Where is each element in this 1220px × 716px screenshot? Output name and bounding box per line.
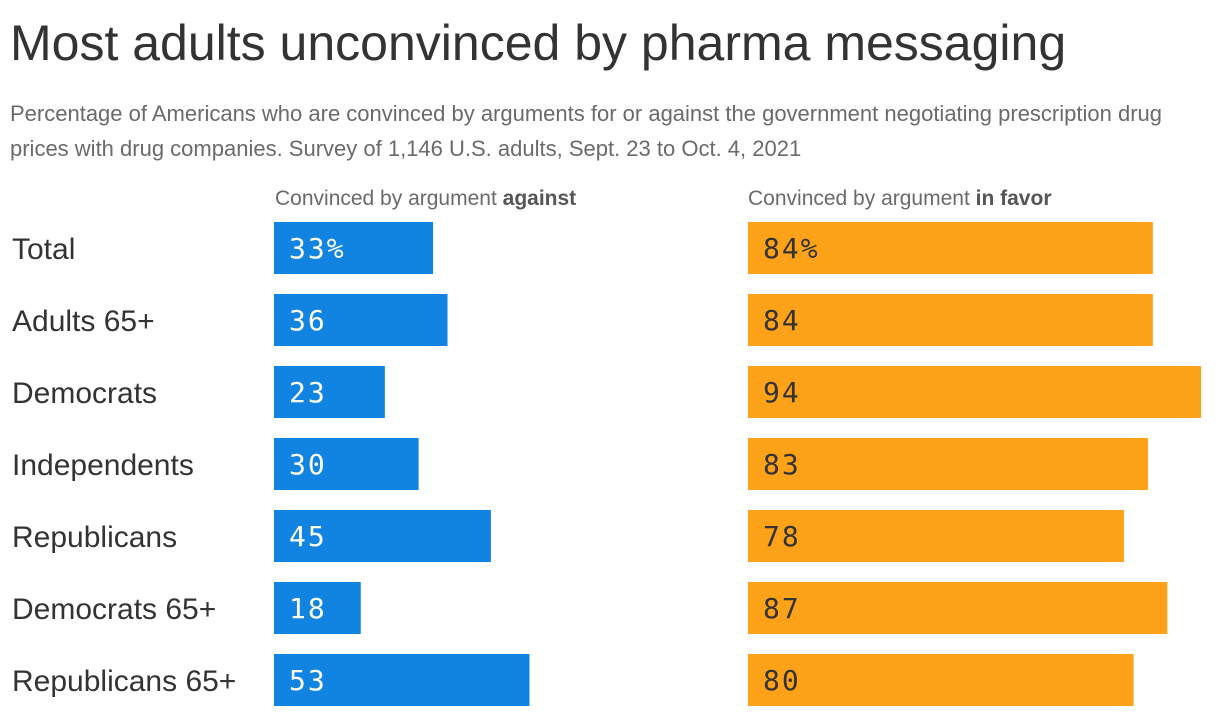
value-label-against-republicans-65-plus: 53: [289, 664, 327, 697]
value-label-against-independents: 30: [289, 448, 327, 481]
value-label-favor-independents: 83: [763, 448, 801, 481]
bar-against-adults-65-plus: [274, 294, 448, 346]
bar-favor-adults-65-plus: [748, 294, 1153, 346]
value-label-against-democrats: 23: [289, 376, 327, 409]
chart-subtitle: Percentage of Americans who are convince…: [10, 101, 1162, 161]
value-label-favor-total: 84%: [763, 232, 820, 265]
row-label-total: Total: [12, 233, 75, 266]
value-label-favor-republicans: 78: [763, 520, 801, 553]
bar-against-democrats-65-plus: [274, 582, 361, 634]
bar-against-democrats: [274, 366, 385, 418]
bar-favor-democrats-65-plus: [748, 582, 1168, 634]
value-label-favor-democrats: 94: [763, 376, 801, 409]
value-label-favor-adults-65-plus: 84: [763, 304, 801, 337]
value-label-against-adults-65-plus: 36: [289, 304, 327, 337]
value-label-against-republicans: 45: [289, 520, 327, 553]
row-label-adults-65-plus: Adults 65+: [12, 305, 155, 338]
bar-favor-democrats: [748, 366, 1202, 418]
chart-title: Most adults unconvinced by pharma messag…: [10, 15, 1067, 71]
bar-favor-independents: [748, 438, 1149, 490]
row-label-democrats-65-plus: Democrats 65+: [12, 593, 216, 626]
bar-against-republicans: [274, 510, 491, 562]
bar-against-total: [274, 222, 434, 274]
bar-favor-republicans: [748, 510, 1124, 562]
column-header-against: Convinced by argument against: [275, 185, 576, 213]
column-header-favor-bold: in favor: [975, 187, 1052, 210]
value-label-favor-republicans-65-plus: 80: [763, 664, 801, 697]
value-label-against-total: 33%: [289, 232, 346, 265]
row-label-republicans: Republicans: [12, 521, 177, 554]
value-label-against-democrats-65-plus: 18: [289, 592, 327, 625]
row-label-republicans-65-plus: Republicans 65+: [12, 665, 236, 698]
value-label-favor-democrats-65-plus: 87: [763, 592, 801, 625]
row-label-independents: Independents: [12, 449, 194, 482]
bar-favor-republicans-65-plus: [748, 654, 1134, 706]
bar-against-republicans-65-plus: [274, 654, 530, 706]
column-header-favor-prefix: Convinced by argument: [748, 187, 976, 210]
bar-against-independents: [274, 438, 419, 490]
column-header-against-prefix: Convinced by argument: [275, 187, 503, 210]
bar-favor-total: [748, 222, 1153, 274]
column-header-against-bold: against: [502, 187, 577, 210]
row-label-democrats: Democrats: [12, 377, 157, 410]
column-header-favor: Convinced by argument in favor: [748, 185, 1052, 213]
